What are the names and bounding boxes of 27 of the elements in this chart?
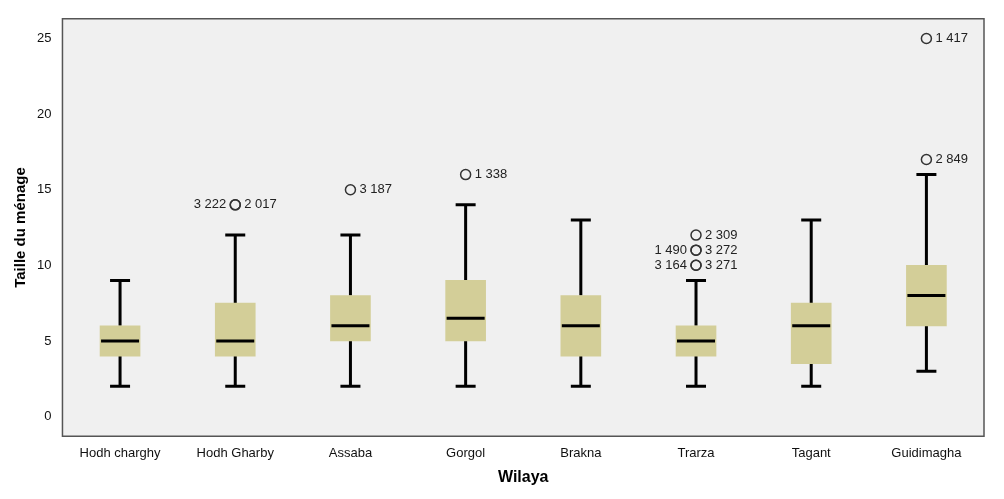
x-axis-title: Wilaya — [497, 467, 549, 485]
x-tick-label: Assaba — [328, 444, 373, 460]
x-tick-label: Trarza — [677, 444, 716, 460]
annotation: 3 272 — [705, 241, 738, 257]
y-tick-label: 25 — [36, 30, 52, 46]
annotation: 3 164 — [654, 256, 688, 272]
y-tick-label: 5 — [44, 332, 52, 348]
x-tick-label: Hodh charghy — [79, 444, 162, 460]
annotation: 2 309 — [705, 226, 738, 242]
annotation: 1 490 — [654, 241, 688, 257]
y-tick-label: 15 — [36, 181, 52, 197]
annotation: 2 017 — [244, 196, 277, 212]
annotation: 3 222 — [193, 196, 227, 212]
x-tick-label: Guidimagha — [891, 444, 963, 460]
annotation: 2 849 — [935, 151, 968, 167]
y-tick-label: 10 — [36, 256, 52, 272]
y-tick-label: 0 — [44, 408, 52, 424]
annotation: 1 338 — [474, 166, 508, 182]
y-tick-label: 20 — [36, 105, 52, 121]
annotation: 1 417 — [935, 30, 968, 46]
x-tick-label: Hodh Gharby — [196, 444, 275, 460]
x-tick-label: Tagant — [791, 444, 832, 460]
x-tick-label: Gorgol — [446, 444, 486, 460]
y-axis-title: Taille du ménage — [11, 167, 29, 288]
annotation: 3 271 — [705, 256, 738, 272]
x-tick-label: Brakna — [560, 444, 603, 460]
annotation: 3 187 — [359, 181, 392, 197]
